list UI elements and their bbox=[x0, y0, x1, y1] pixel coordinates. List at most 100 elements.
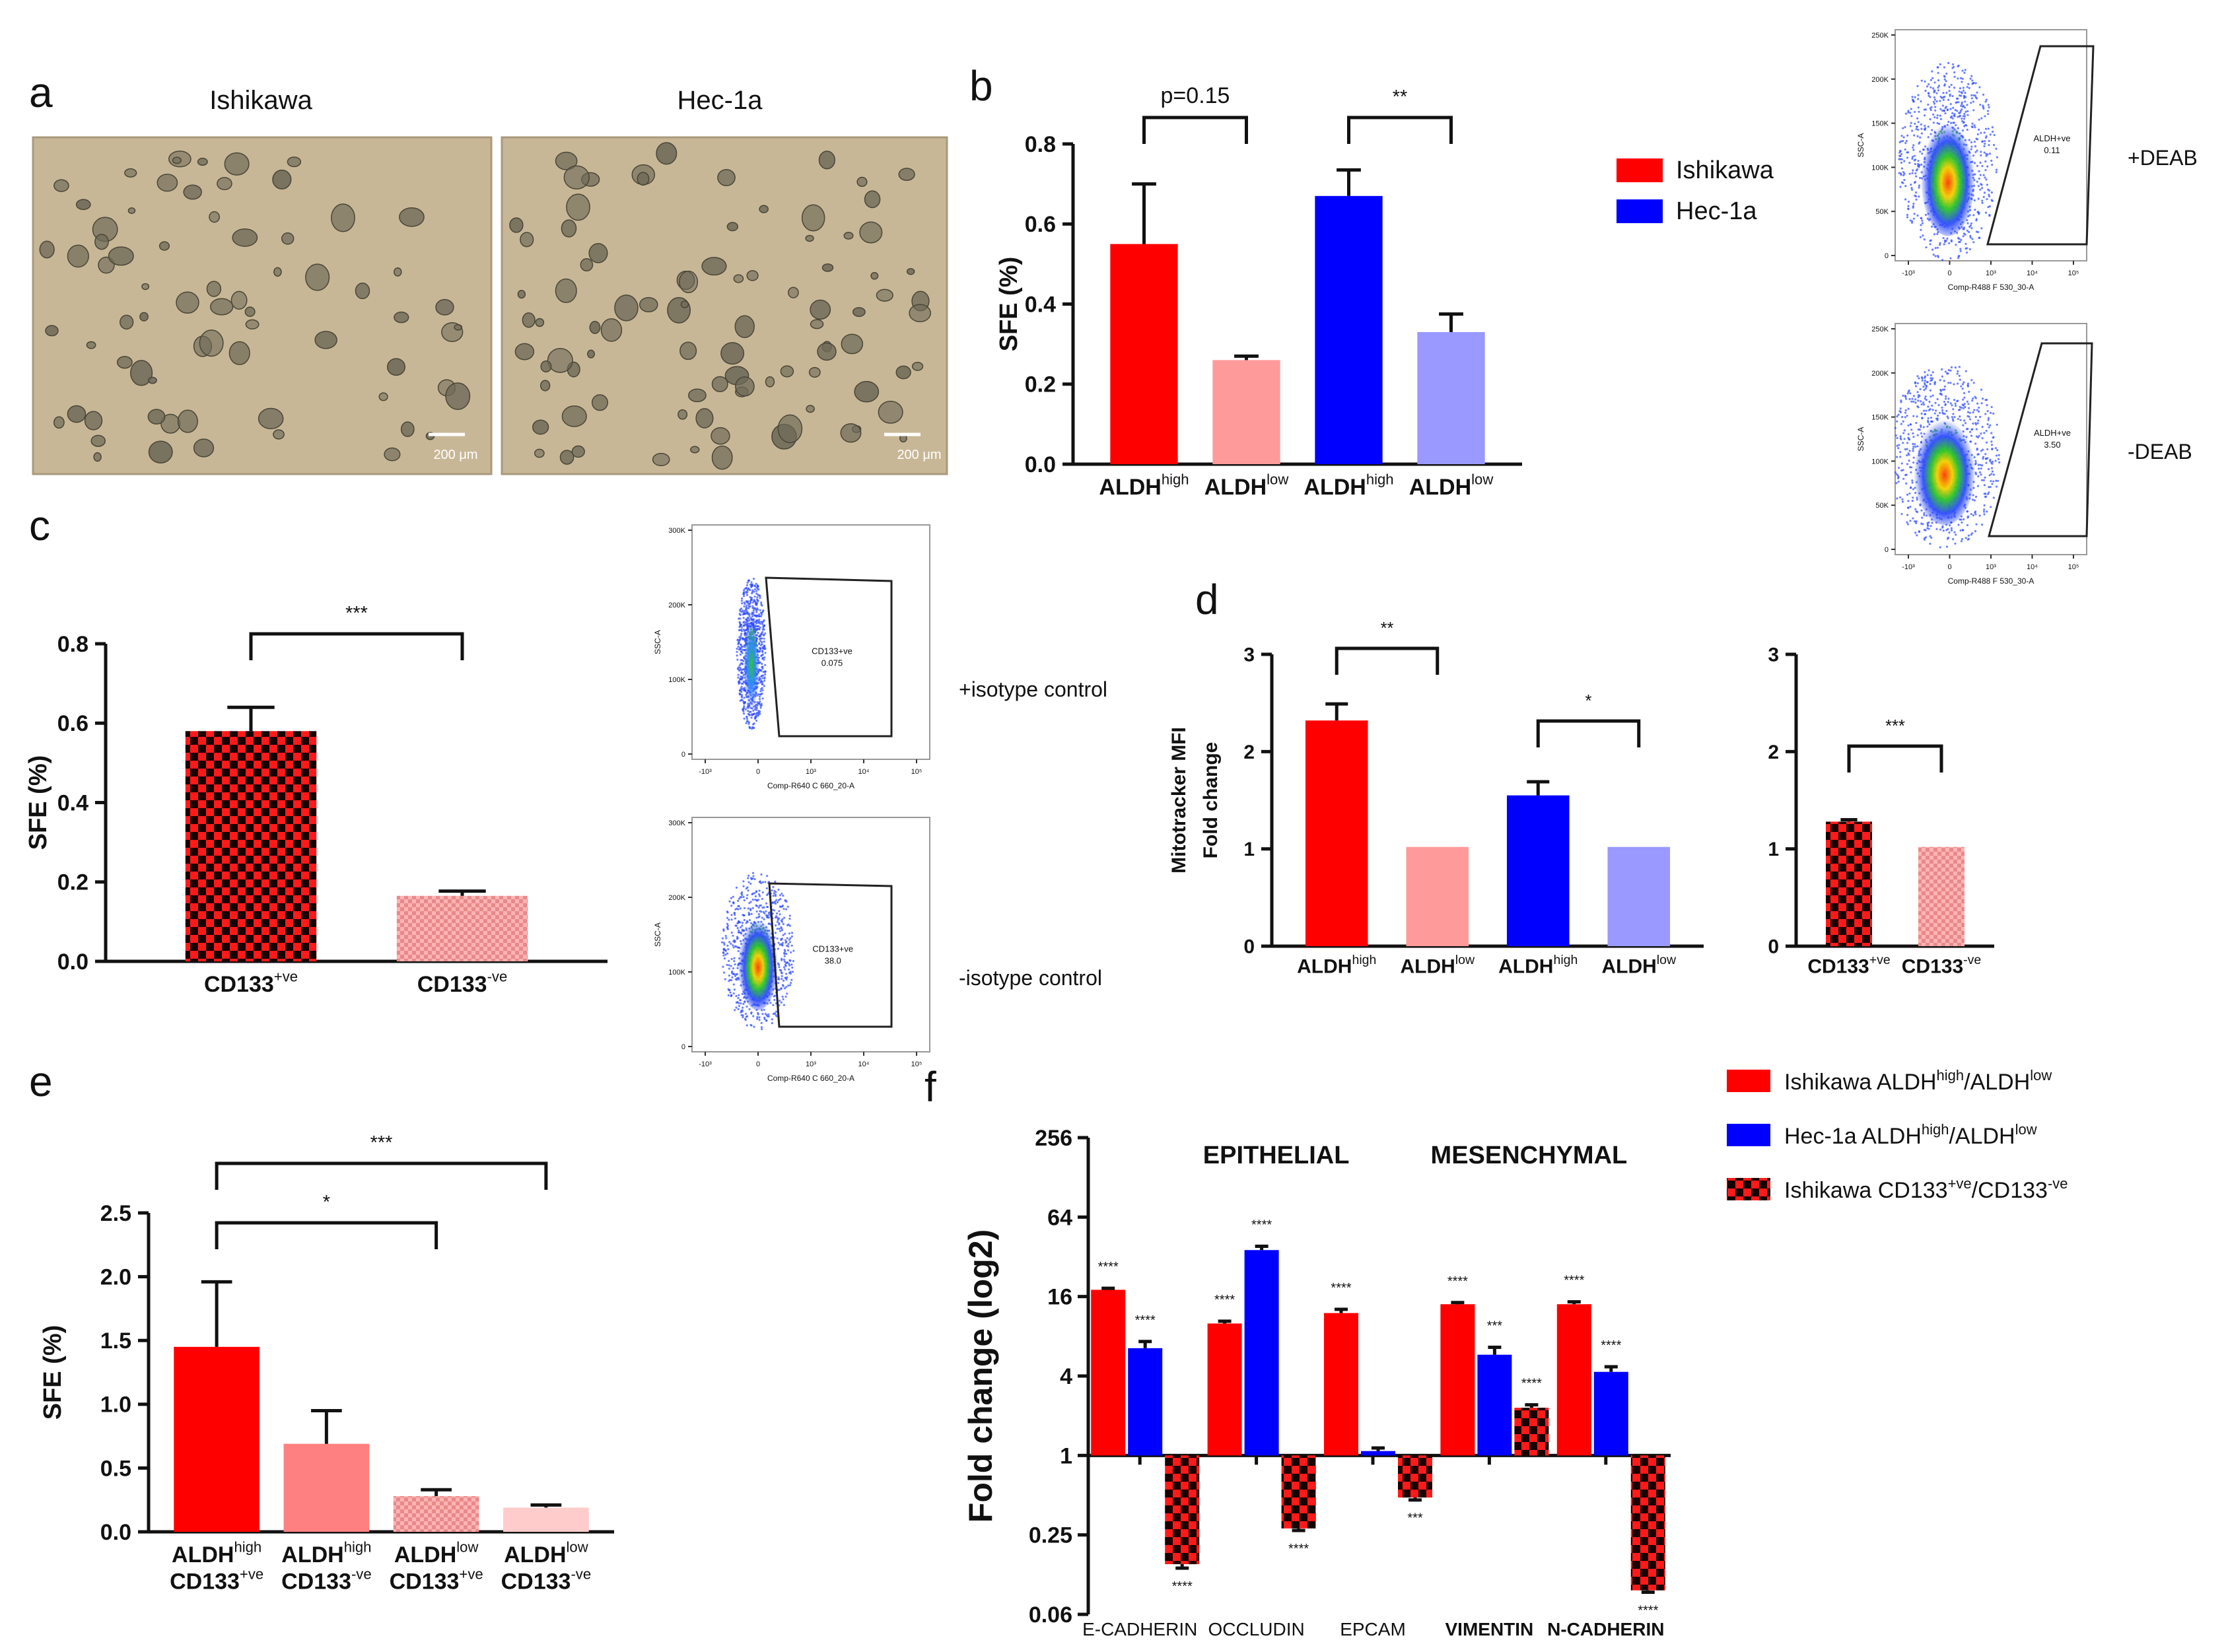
spheroid bbox=[733, 274, 744, 283]
spheroid bbox=[818, 151, 836, 170]
flow-event bbox=[775, 899, 778, 901]
flow-event bbox=[1972, 422, 1974, 425]
flow-event bbox=[1967, 534, 1970, 537]
bar bbox=[174, 1346, 260, 1532]
flow-event bbox=[1941, 406, 1943, 409]
flow-event bbox=[774, 932, 777, 934]
section-label: EPITHELIAL bbox=[1203, 1142, 1350, 1169]
spheroid bbox=[53, 179, 69, 192]
flow-event bbox=[1931, 409, 1934, 411]
flow-event bbox=[1955, 97, 1959, 100]
flow-event bbox=[1978, 211, 1980, 215]
flow-event bbox=[1973, 199, 1976, 202]
spheroid bbox=[589, 320, 601, 334]
flow-event bbox=[1966, 538, 1969, 541]
flow-event bbox=[1912, 206, 1914, 209]
flow-event bbox=[757, 1013, 759, 1015]
flow-event bbox=[1930, 225, 1933, 228]
spheroid bbox=[720, 342, 745, 365]
flow-y-label: SSC-A bbox=[1856, 427, 1865, 452]
flow-event bbox=[1922, 401, 1925, 404]
flow-event bbox=[766, 874, 769, 878]
flow-x-tick-label: 0 bbox=[1947, 563, 1951, 571]
flow-event bbox=[1953, 383, 1955, 386]
flow-event bbox=[736, 967, 739, 969]
flow-event bbox=[743, 899, 746, 902]
y-tick-label: 0.4 bbox=[1025, 292, 1056, 317]
flow-event bbox=[1941, 409, 1944, 412]
panel-letter-f: f bbox=[924, 1063, 936, 1111]
flow-event bbox=[776, 920, 779, 923]
flow-event bbox=[738, 664, 742, 667]
flow-event bbox=[790, 963, 793, 966]
flow-event bbox=[740, 926, 742, 928]
flow-event bbox=[1992, 144, 1996, 147]
flow-event bbox=[1984, 160, 1987, 163]
flow-event bbox=[1961, 118, 1963, 120]
flow-event bbox=[760, 703, 763, 705]
flow-event bbox=[1963, 121, 1965, 123]
flow-event bbox=[1937, 71, 1939, 74]
spheroid bbox=[209, 211, 220, 223]
flow-event bbox=[1949, 103, 1952, 106]
flow-event bbox=[1936, 397, 1939, 401]
flow-event bbox=[748, 714, 751, 716]
flow-event bbox=[1937, 85, 1941, 87]
flow-event bbox=[1964, 405, 1966, 409]
flow-event bbox=[782, 979, 785, 982]
flow-event bbox=[771, 889, 773, 892]
flow-event bbox=[1980, 467, 1982, 470]
flow-event bbox=[764, 647, 767, 650]
significance-label: **** bbox=[1251, 1218, 1272, 1232]
spheroid bbox=[895, 365, 911, 380]
flow-event bbox=[747, 889, 749, 892]
flow-event bbox=[1918, 184, 1921, 187]
flow-event bbox=[1918, 186, 1920, 189]
flow-event bbox=[1929, 243, 1931, 246]
flow-event bbox=[761, 662, 763, 666]
flow-event bbox=[783, 908, 785, 911]
flow-event bbox=[738, 626, 741, 629]
flow-event bbox=[727, 994, 730, 997]
flow-event bbox=[1917, 121, 1920, 123]
flow-event bbox=[1984, 100, 1987, 103]
flow-event bbox=[1978, 471, 1982, 473]
flow-event bbox=[726, 926, 728, 929]
flow-event bbox=[748, 615, 751, 617]
significance-label: *** bbox=[1885, 717, 1905, 736]
flow-event bbox=[1909, 125, 1912, 127]
y-tick-label: 0.8 bbox=[57, 632, 88, 657]
flow-event bbox=[1914, 172, 1917, 175]
flow-event bbox=[1918, 164, 1921, 166]
flow-event bbox=[1959, 405, 1961, 408]
flow-event bbox=[1968, 248, 1971, 251]
flow-event bbox=[772, 895, 775, 897]
flow-event bbox=[1995, 168, 1998, 171]
flow-event bbox=[1924, 371, 1926, 374]
flow-event bbox=[749, 601, 752, 603]
flow-event bbox=[1924, 125, 1926, 127]
flow-event bbox=[1954, 402, 1957, 405]
significance-label: * bbox=[323, 1192, 330, 1213]
flow-event bbox=[786, 937, 788, 940]
flow-event bbox=[782, 998, 784, 1000]
flow-event bbox=[1951, 112, 1954, 115]
flow-event bbox=[1983, 145, 1986, 148]
flow-event bbox=[726, 916, 729, 919]
flow-event bbox=[737, 673, 740, 676]
flow-event bbox=[1898, 141, 1901, 143]
flow-event bbox=[1900, 158, 1903, 160]
flow-event bbox=[1991, 163, 1994, 166]
flow-event bbox=[1959, 112, 1962, 114]
flow-event bbox=[1984, 169, 1987, 172]
flow-event bbox=[1941, 104, 1944, 107]
flow-event bbox=[785, 900, 788, 903]
flow-event bbox=[1916, 415, 1918, 418]
flow-event bbox=[751, 611, 753, 614]
flow-event bbox=[750, 581, 753, 584]
flow-event bbox=[1913, 213, 1916, 215]
flow-event bbox=[1980, 473, 1982, 476]
flow-event bbox=[1930, 396, 1932, 398]
flow-x-tick-label: 10⁴ bbox=[858, 768, 870, 776]
panel-letter-b: b bbox=[969, 62, 993, 110]
